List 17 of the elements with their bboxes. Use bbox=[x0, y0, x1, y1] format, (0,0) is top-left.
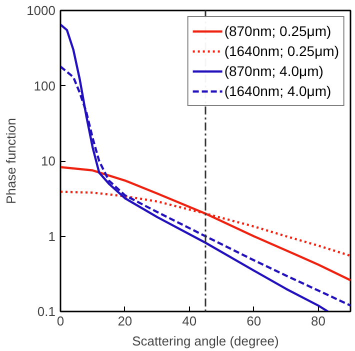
x-tick-label: 40 bbox=[182, 314, 197, 328]
x-tick-label: 60 bbox=[246, 314, 262, 328]
legend-label: (870nm; 0.25μm) bbox=[224, 23, 332, 39]
y-tick-label: 0.1 bbox=[37, 304, 56, 319]
x-tick-label: 80 bbox=[311, 314, 326, 328]
x-tick-label: 0 bbox=[56, 314, 64, 328]
y-tick-label: 1000 bbox=[26, 3, 56, 18]
legend-label: (1640nm; 4.0μm) bbox=[224, 83, 332, 99]
line-series bbox=[60, 166, 350, 282]
y-tick-label: 1 bbox=[48, 228, 56, 244]
legend-label: (1640nm; 0.25μm) bbox=[224, 43, 339, 59]
y-axis-title: Phase function bbox=[4, 118, 19, 204]
x-tick-label: 20 bbox=[118, 314, 132, 328]
x-axis-title: Scattering angle (degree) bbox=[132, 334, 279, 348]
legend-label: (870nm; 4.0μm) bbox=[224, 63, 324, 79]
y-tick-label: 100 bbox=[34, 78, 56, 94]
y-tick-label: 10 bbox=[41, 154, 56, 168]
